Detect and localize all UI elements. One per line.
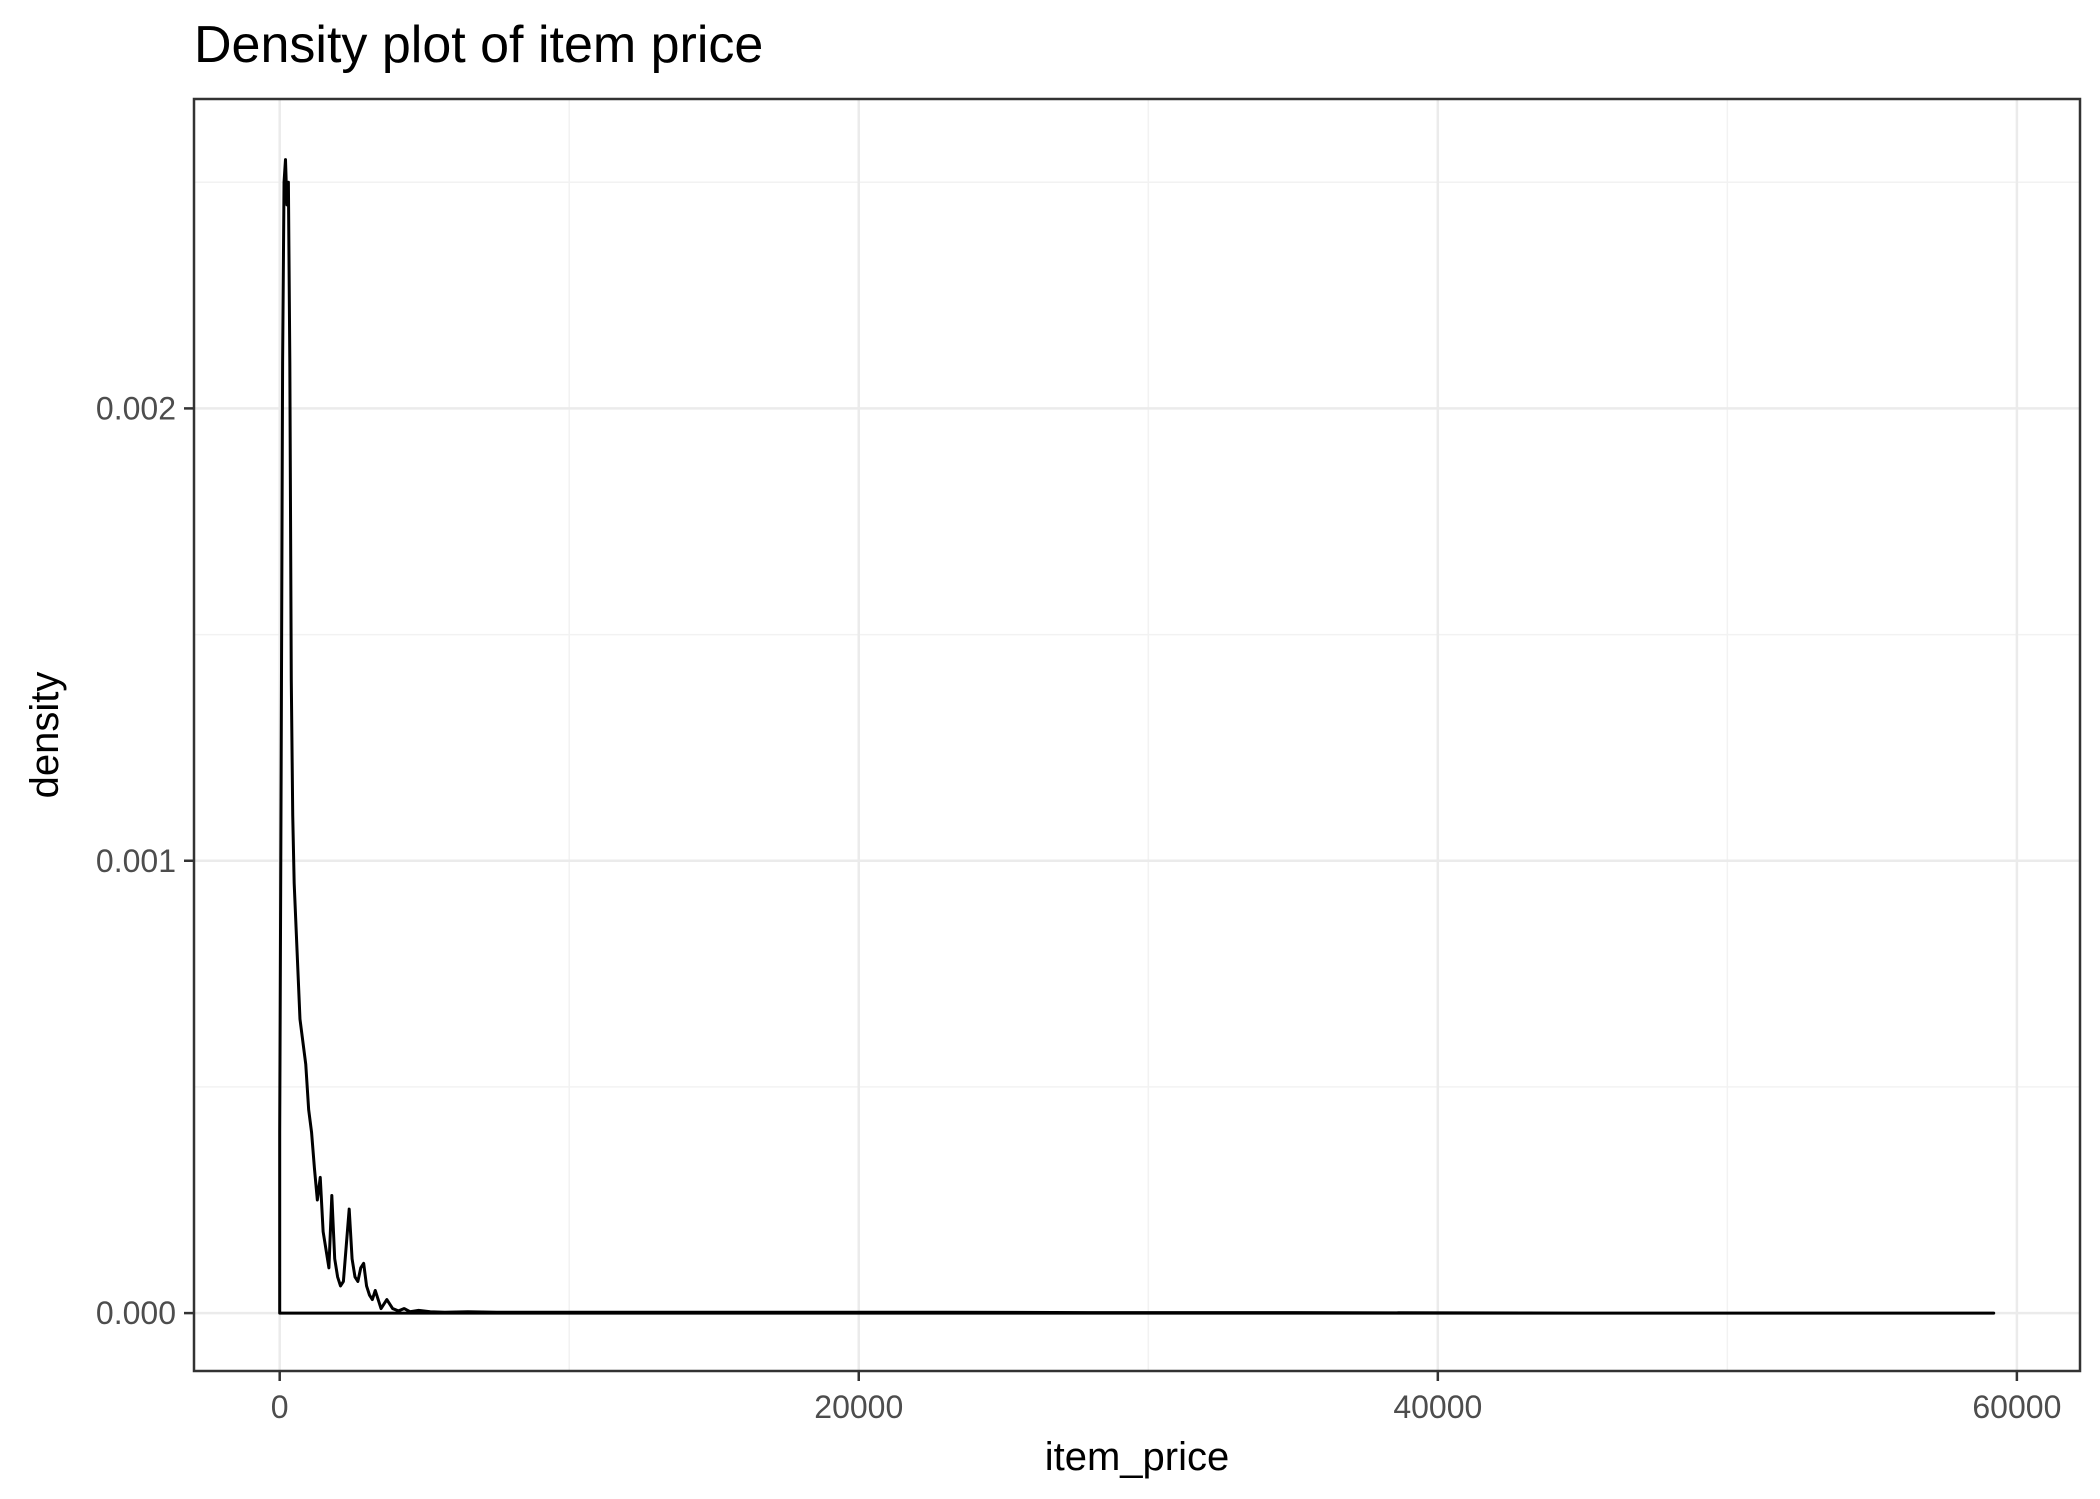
x-tick-label: 40000 (1393, 1389, 1482, 1425)
y-tick-label: 0.001 (96, 843, 176, 879)
density-line-layer (278, 158, 1996, 1315)
density-line (278, 158, 1996, 1315)
x-tick-label: 60000 (1972, 1389, 2061, 1425)
x-tick-label: 0 (271, 1389, 289, 1425)
y-tick-label: 0.000 (96, 1295, 176, 1331)
chart-title: Density plot of item price (194, 16, 763, 74)
grid (194, 99, 2080, 1371)
panel-border (192, 97, 2082, 1373)
axes: 0 20000 40000 60000 0.000 0.001 0.002 (96, 390, 2061, 1425)
y-tick-label: 0.002 (96, 390, 176, 426)
y-axis-label: density (23, 672, 67, 799)
x-axis-label: item_price (1045, 1435, 1230, 1479)
x-tick-label: 20000 (814, 1389, 903, 1425)
